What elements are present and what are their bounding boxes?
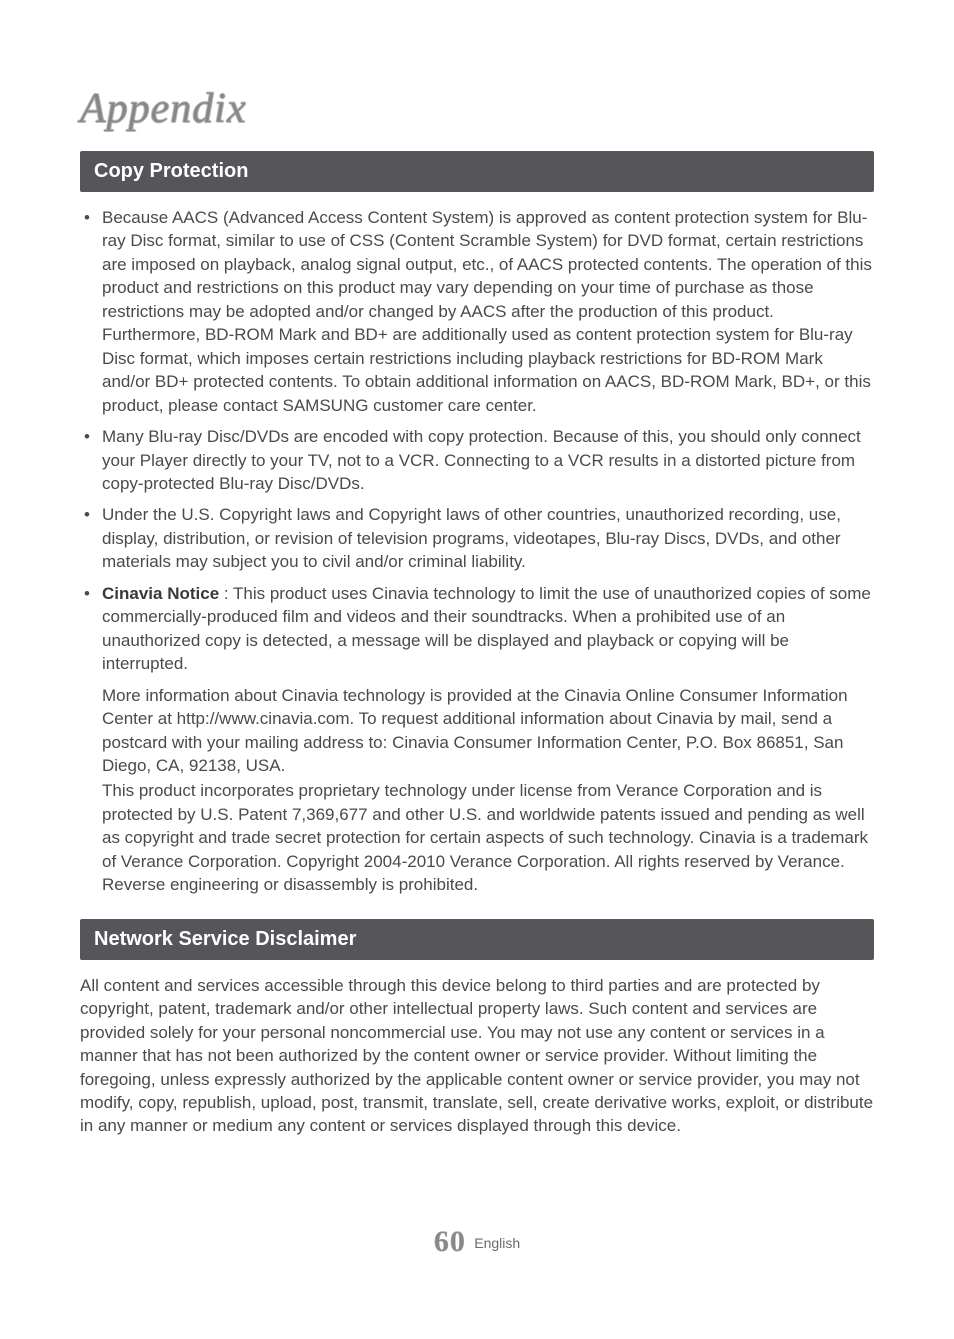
- page-footer: 60 English: [0, 1225, 954, 1259]
- section-heading-copy-protection: Copy Protection: [80, 151, 874, 192]
- network-disclaimer-text: All content and services accessible thro…: [80, 974, 874, 1138]
- page-container: Appendix Copy Protection Because AACS (A…: [0, 0, 954, 1200]
- bullet-item: Many Blu-ray Disc/DVDs are encoded with …: [80, 425, 874, 495]
- bullet-item: Under the U.S. Copyright laws and Copyri…: [80, 503, 874, 573]
- bullet-item-cinavia: Cinavia Notice : This product uses Cinav…: [80, 582, 874, 676]
- cinavia-lead-bold: Cinavia Notice: [102, 584, 219, 603]
- cinavia-para-3: This product incorporates proprietary te…: [80, 779, 874, 896]
- cinavia-para-2: More information about Cinavia technolog…: [80, 684, 874, 778]
- bullet-item: Because AACS (Advanced Access Content Sy…: [80, 206, 874, 417]
- network-disclaimer-body: All content and services accessible thro…: [80, 974, 874, 1138]
- copy-protection-body: Because AACS (Advanced Access Content Sy…: [80, 206, 874, 897]
- page-language: English: [474, 1235, 520, 1251]
- page-number: 60: [434, 1225, 466, 1258]
- copy-protection-bullet-list: Because AACS (Advanced Access Content Sy…: [80, 206, 874, 676]
- chapter-title: Appendix: [80, 85, 874, 133]
- section-heading-network-disclaimer: Network Service Disclaimer: [80, 919, 874, 960]
